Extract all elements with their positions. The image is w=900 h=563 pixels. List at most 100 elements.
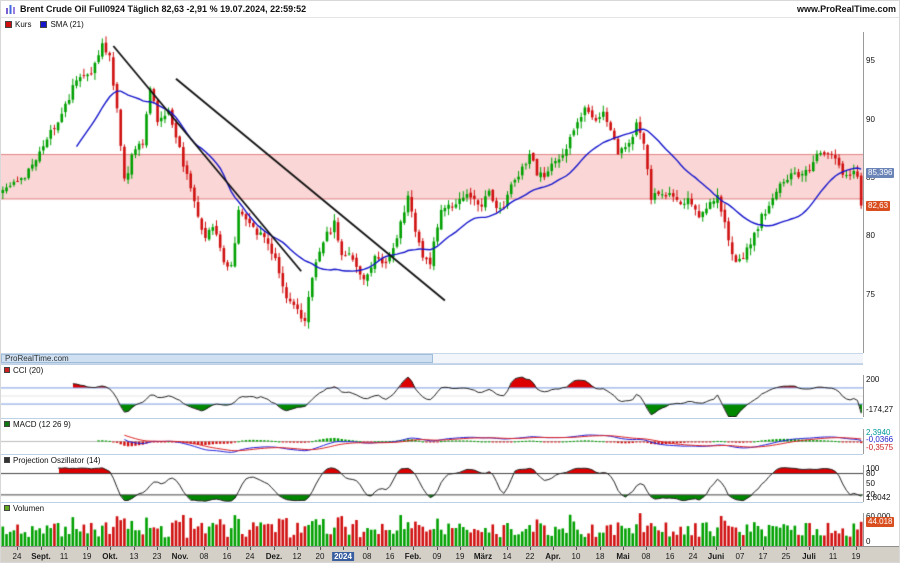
x-axis-label: 23 [152,552,162,561]
price-axis-tick: 95 [866,56,875,65]
sma-value-badge: 85,396 [866,168,895,178]
x-axis-tick [716,547,717,550]
x-axis-label: 08 [362,552,372,561]
cci-last-value: -174,27 [866,405,894,414]
x-axis-tick [623,547,624,550]
x-axis-tick [483,547,484,550]
volume-y-axis: 60.00044.018 0 [863,512,899,546]
volume-last-badge: 44.018 [866,517,895,527]
x-axis-label: 2024 [332,552,354,561]
volume-swatch [4,505,10,511]
x-axis-label: Juni [707,552,725,561]
x-axis-label: 20 [315,552,325,561]
x-axis-label: 19 [455,552,465,561]
x-axis-tick [670,547,671,550]
x-axis-label: Apr. [545,552,561,561]
x-axis-label: 19 [82,552,92,561]
x-axis-tick [297,547,298,550]
x-axis-label: 14 [502,552,512,561]
macd-canvas[interactable] [1,429,863,454]
price-chart-canvas[interactable] [1,32,863,353]
x-axis-label: Mai [616,552,630,561]
macd-value-label: -0,3575 [866,443,894,452]
x-axis-tick [180,547,181,550]
cci-panel-header[interactable]: CCI (20) [1,364,863,375]
projection-oscillator-y-axis: 100 80 50 20 1,8042 [863,464,899,502]
x-axis-label: 08 [641,552,651,561]
x-axis-tick [134,547,135,550]
x-axis-label: 16 [385,552,395,561]
x-axis-tick [110,547,111,550]
x-axis-tick [460,547,461,550]
x-axis-tick [576,547,577,550]
legend-bar: Kurs SMA (21) [1,18,899,31]
chart-scroll-strip: ProRealTime.com [1,353,863,364]
x-axis-tick [250,547,251,550]
x-axis-tick [740,547,741,550]
projection-oscillator-panel-label: Projection Oszillator (14) [13,455,101,465]
x-axis-label: Dez. [265,552,283,561]
sma-series-label: SMA (21) [50,20,84,29]
time-axis: 24 Sept. 11 19 Okt. 13 23 Nov. 08 16 24 Dez. 12 20 202… [1,546,899,562]
x-axis-tick [274,547,275,550]
x-axis-tick [553,547,554,550]
x-axis-tick [437,547,438,550]
x-axis-label: 10 [571,552,581,561]
sma-series-swatch [40,21,48,28]
volume-axis-tick: 60.000 [866,512,890,522]
x-axis-label: 16 [665,552,675,561]
watermark-text: ProRealTime.com [5,354,69,363]
chart-app-icon [6,5,15,14]
x-axis-tick [64,547,65,550]
macd-value-label: 2,3940 [866,428,891,437]
x-axis-label: Sept. [31,552,51,561]
x-axis-tick [157,547,158,550]
cci-y-axis: 200 -174,27 [863,375,899,417]
volume-panel-header[interactable]: Volumen [1,502,863,513]
x-axis-label: 11 [828,552,838,561]
x-axis-label: 13 [129,552,139,561]
cci-canvas[interactable] [1,375,863,417]
x-axis-tick [17,547,18,550]
x-axis-tick [809,547,810,550]
x-axis-label: 11 [59,552,69,561]
x-axis-tick [856,547,857,550]
x-axis-tick [343,547,344,550]
x-axis-tick [227,547,228,550]
proj-axis-tick: 50 [866,479,875,488]
x-axis-tick [367,547,368,550]
x-axis-label: 08 [199,552,209,561]
volume-canvas[interactable] [1,513,863,546]
projection-oscillator-canvas[interactable] [1,465,863,502]
x-axis-label: 25 [781,552,791,561]
x-axis-tick [413,547,414,550]
x-axis-tick [646,547,647,550]
provider-url[interactable]: www.ProRealTime.com [796,4,896,14]
x-axis-tick [87,547,88,550]
macd-value-label: -0,0366 [866,435,894,444]
x-axis-tick [693,547,694,550]
price-axis-tick: 75 [866,290,875,299]
x-axis-label: 22 [525,552,535,561]
last-price-badge: 82,63 [866,201,891,211]
cci-axis-tick: 200 [866,375,880,384]
x-axis-label: 16 [222,552,232,561]
proj-axis-tick: 20 [866,490,875,499]
projection-oscillator-panel-header[interactable]: Projection Oszillator (14) [1,454,863,465]
cci-swatch [4,367,10,373]
proj-axis-tick: 100 [866,464,880,473]
x-axis-tick [507,547,508,550]
x-axis-tick [390,547,391,550]
proj-axis-tick: 80 [866,469,875,478]
projection-oscillator-swatch [4,457,10,463]
x-axis-tick [763,547,764,550]
h-scrollbar-thumb[interactable] [1,354,433,363]
x-axis-tick [204,547,205,550]
macd-swatch [4,421,10,427]
x-axis-tick [320,547,321,550]
x-axis-label: 24 [688,552,698,561]
x-axis-label: Nov. [171,552,189,561]
x-axis-label: 09 [432,552,442,561]
macd-panel-header[interactable]: MACD (12 26 9) [1,418,863,429]
